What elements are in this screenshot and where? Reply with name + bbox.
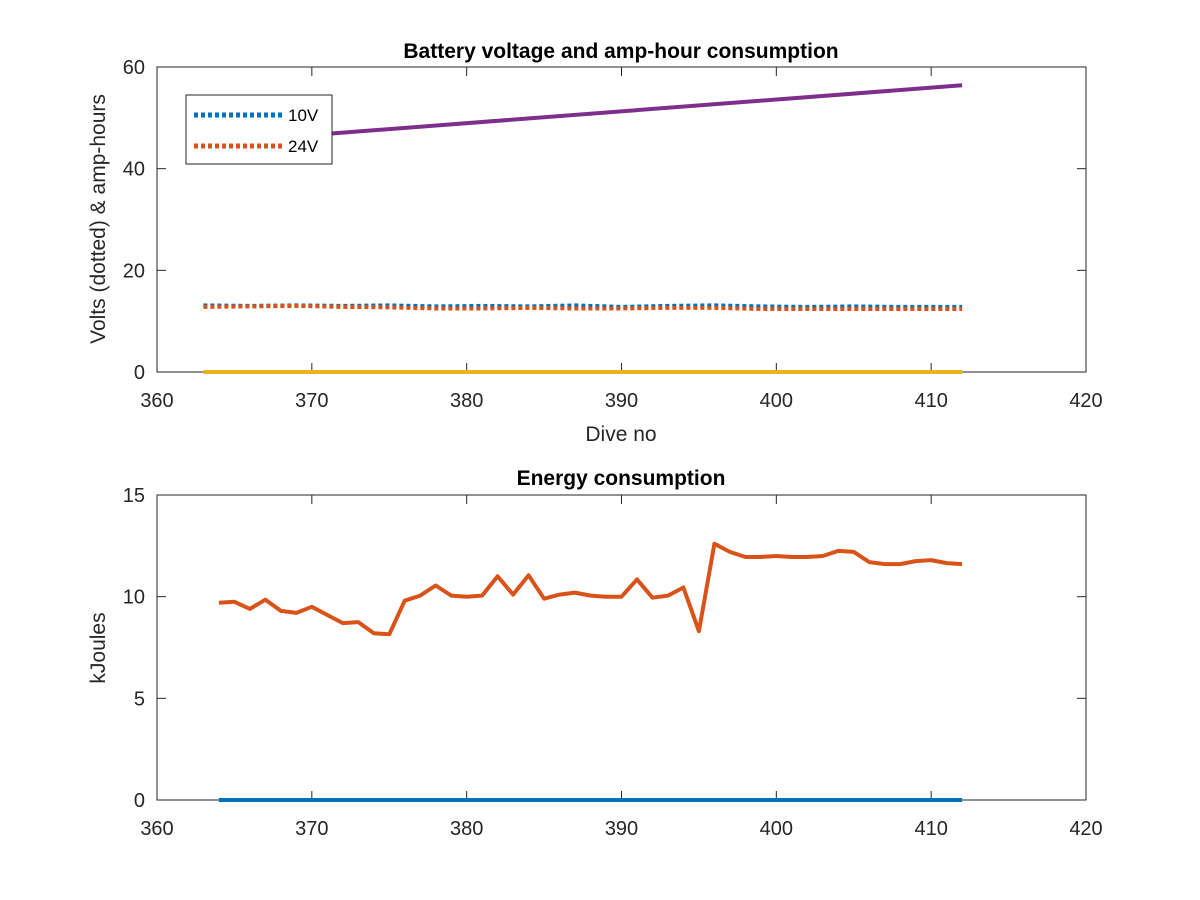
legend-box <box>185 94 333 165</box>
x-tick-label: 370 <box>295 818 328 840</box>
x-tick-label: 360 <box>140 390 173 412</box>
y-tick-label: 0 <box>134 362 145 384</box>
y-tick-label: 60 <box>123 57 145 79</box>
x-tick-label: 390 <box>605 818 638 840</box>
plot-area <box>156 494 1087 801</box>
x-tick-label: 380 <box>450 390 483 412</box>
series-line-10v <box>203 303 963 309</box>
tick-labels: 360 370 380 390 400 410 420 0 20 40 60 <box>123 57 1103 412</box>
x-tick-label: 420 <box>1069 390 1102 412</box>
y-tick-label: 20 <box>123 260 145 282</box>
x-tick-label: 420 <box>1069 818 1102 840</box>
x-tick-label: 360 <box>140 818 173 840</box>
x-tick-label: 370 <box>295 390 328 412</box>
x-tick-label: 390 <box>605 390 638 412</box>
chart-title: Battery voltage and amp-hour consumption <box>403 40 838 63</box>
legend-label-24v: 24V <box>288 137 319 156</box>
voltage-amphour-chart: 360 370 380 390 400 410 420 0 20 40 60 Battery vol… <box>87 40 1103 446</box>
legend-label-10v: 10V <box>288 106 319 125</box>
chart-title: Energy consumption <box>517 467 726 490</box>
y-axis-label: kJoules <box>87 612 110 683</box>
y-tick-label: 0 <box>134 790 145 812</box>
x-axis-label: Dive no <box>585 423 656 446</box>
y-axis-label: Volts (dotted) & amp-hours <box>87 94 110 344</box>
y-tick-label: 5 <box>134 688 145 710</box>
x-tick-label: 410 <box>914 818 947 840</box>
y-tick-label: 40 <box>123 159 145 181</box>
series-lines <box>218 541 963 802</box>
x-tick-label: 400 <box>760 818 793 840</box>
y-tick-label: 15 <box>123 485 145 507</box>
series-line-24v <box>203 303 963 311</box>
tick-labels: 360 370 380 390 400 410 420 0 5 10 15 <box>123 485 1103 840</box>
legend: 10V 24V <box>185 94 333 165</box>
series-line-1 <box>218 541 963 637</box>
x-tick-label: 400 <box>760 390 793 412</box>
x-tick-label: 410 <box>914 390 947 412</box>
y-tick-label: 10 <box>123 587 145 609</box>
x-tick-label: 380 <box>450 818 483 840</box>
energy-consumption-chart: 360 370 380 390 400 410 420 0 5 10 15 Energy consu… <box>87 467 1103 840</box>
